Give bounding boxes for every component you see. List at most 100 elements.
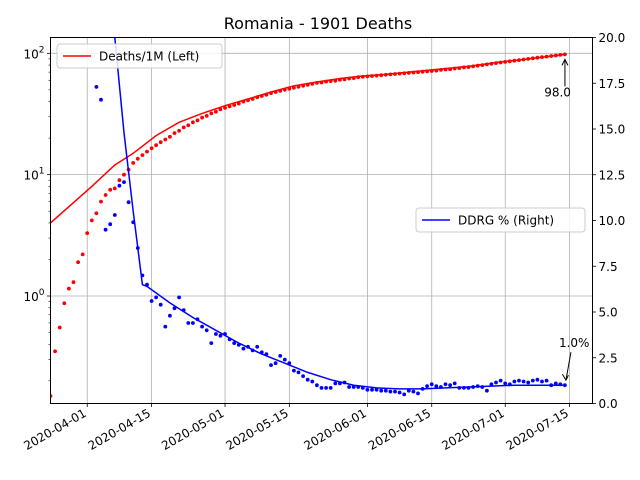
data-point — [356, 385, 361, 389]
data-point — [131, 220, 136, 225]
data-point — [53, 349, 57, 354]
data-point — [241, 99, 246, 104]
data-point — [393, 389, 397, 394]
data-point — [158, 302, 163, 307]
data-point — [264, 92, 269, 97]
data-point — [397, 71, 402, 76]
data-point — [342, 77, 347, 82]
data-point — [457, 66, 462, 70]
data-point — [416, 391, 420, 396]
data-point — [301, 374, 305, 378]
data-point — [507, 382, 512, 387]
data-point — [89, 218, 94, 223]
y-right-tick-label: 2.5 — [599, 351, 618, 365]
data-point — [214, 332, 218, 336]
data-point — [259, 350, 264, 355]
data-point — [140, 273, 145, 278]
data-point — [517, 58, 521, 62]
data-point — [131, 161, 136, 165]
data-point — [397, 390, 402, 395]
data-point — [411, 70, 416, 75]
data-point — [246, 344, 250, 349]
data-point — [319, 386, 324, 390]
data-point — [466, 386, 471, 390]
data-point — [475, 63, 480, 68]
data-point — [172, 131, 177, 136]
data-point — [365, 74, 370, 79]
data-point — [122, 180, 126, 185]
data-point — [250, 97, 255, 101]
data-point — [434, 68, 439, 73]
data-point — [126, 200, 131, 205]
data-point — [301, 83, 305, 88]
data-point — [563, 383, 567, 388]
data-point — [429, 69, 434, 73]
data-point — [154, 295, 159, 300]
data-point — [402, 392, 407, 397]
data-point — [466, 65, 471, 69]
data-point — [370, 387, 374, 392]
data-point — [117, 183, 122, 188]
data-point — [503, 60, 508, 64]
data-point — [282, 357, 287, 362]
data-point — [204, 328, 209, 333]
data-point — [67, 286, 71, 291]
data-point — [149, 299, 154, 303]
data-point — [223, 332, 227, 336]
data-point — [443, 382, 448, 387]
data-point — [452, 381, 457, 386]
data-point — [94, 85, 99, 89]
data-point — [296, 370, 301, 375]
data-point — [498, 60, 503, 65]
data-point — [452, 66, 457, 71]
data-point — [80, 252, 85, 257]
annotation-label: 1.0% — [559, 336, 590, 350]
data-point — [526, 380, 531, 385]
data-point — [241, 346, 246, 351]
data-point — [374, 387, 379, 392]
series-1 — [94, 37, 567, 397]
data-point — [351, 385, 356, 389]
data-point — [158, 140, 163, 145]
data-point — [356, 75, 361, 80]
data-point — [177, 295, 182, 300]
data-point — [416, 70, 420, 74]
data-point — [360, 74, 365, 79]
data-point — [411, 389, 416, 394]
data-point — [530, 56, 535, 61]
annotation-arrowhead — [562, 373, 569, 382]
data-point — [393, 72, 397, 76]
data-point — [186, 321, 191, 325]
data-point — [558, 53, 563, 57]
data-point — [549, 54, 554, 58]
data-point — [227, 104, 232, 109]
data-point — [480, 385, 485, 389]
data-point — [512, 379, 517, 384]
data-point — [135, 156, 140, 161]
data-point — [471, 385, 475, 389]
data-point — [145, 149, 149, 154]
legend-box — [56, 43, 223, 69]
data-point — [333, 78, 338, 83]
data-point — [145, 282, 149, 287]
data-point — [374, 73, 379, 78]
data-point — [489, 61, 494, 66]
data-point — [117, 178, 122, 183]
data-point — [521, 379, 526, 384]
data-point — [462, 65, 466, 70]
data-point — [305, 377, 310, 382]
data-point — [563, 52, 567, 57]
data-point — [191, 321, 195, 325]
data-point — [360, 386, 365, 390]
data-point — [517, 378, 521, 383]
data-point — [462, 386, 466, 390]
data-point — [163, 324, 168, 329]
data-point — [494, 61, 498, 65]
data-point — [471, 64, 475, 69]
data-point — [530, 378, 535, 383]
data-point — [406, 388, 411, 393]
data-point — [540, 55, 544, 59]
data-point — [420, 387, 425, 391]
y-right-tick-label: 10.0 — [599, 214, 626, 228]
